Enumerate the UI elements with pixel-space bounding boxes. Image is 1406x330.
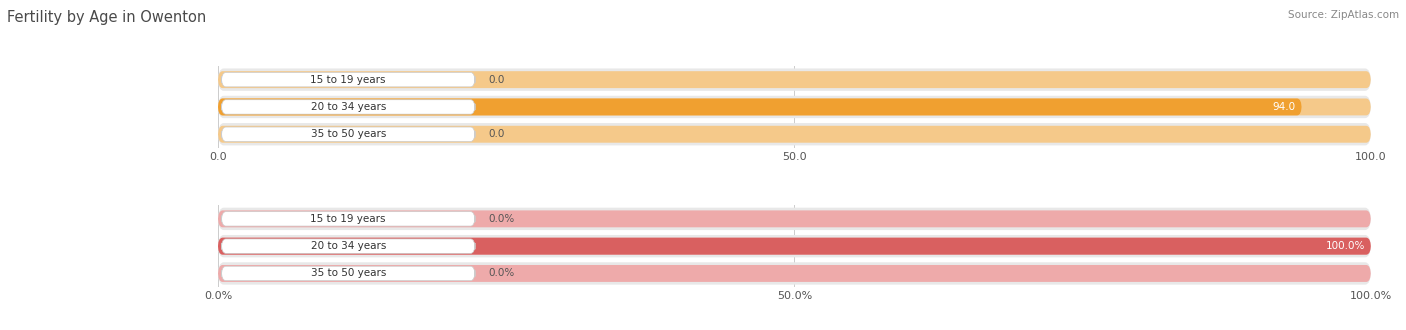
FancyBboxPatch shape [218, 238, 1371, 255]
FancyBboxPatch shape [218, 262, 1371, 285]
FancyBboxPatch shape [218, 68, 1371, 91]
Text: 94.0: 94.0 [1272, 102, 1296, 112]
FancyBboxPatch shape [218, 238, 1371, 255]
FancyBboxPatch shape [218, 71, 1371, 88]
FancyBboxPatch shape [218, 123, 1371, 146]
Text: 0.0%: 0.0% [489, 214, 515, 224]
FancyBboxPatch shape [218, 265, 1371, 282]
Text: 100.0%: 100.0% [1326, 241, 1365, 251]
Text: 15 to 19 years: 15 to 19 years [311, 214, 387, 224]
FancyBboxPatch shape [218, 211, 1371, 227]
Text: 0.0: 0.0 [489, 75, 505, 85]
Text: 0.0%: 0.0% [489, 268, 515, 279]
FancyBboxPatch shape [221, 100, 475, 114]
Text: 20 to 34 years: 20 to 34 years [311, 241, 385, 251]
Text: Fertility by Age in Owenton: Fertility by Age in Owenton [7, 10, 207, 25]
Text: Source: ZipAtlas.com: Source: ZipAtlas.com [1288, 10, 1399, 20]
FancyBboxPatch shape [218, 235, 1371, 257]
Text: 20 to 34 years: 20 to 34 years [311, 102, 385, 112]
Text: 35 to 50 years: 35 to 50 years [311, 129, 385, 139]
FancyBboxPatch shape [221, 212, 475, 226]
FancyBboxPatch shape [218, 208, 1371, 230]
FancyBboxPatch shape [218, 98, 1371, 115]
Text: 0.0: 0.0 [489, 129, 505, 139]
Text: 15 to 19 years: 15 to 19 years [311, 75, 387, 85]
FancyBboxPatch shape [221, 239, 475, 253]
FancyBboxPatch shape [218, 96, 1371, 118]
Text: 35 to 50 years: 35 to 50 years [311, 268, 385, 279]
FancyBboxPatch shape [221, 73, 475, 87]
FancyBboxPatch shape [218, 98, 1302, 115]
FancyBboxPatch shape [221, 127, 475, 142]
FancyBboxPatch shape [221, 266, 475, 280]
FancyBboxPatch shape [218, 126, 1371, 143]
